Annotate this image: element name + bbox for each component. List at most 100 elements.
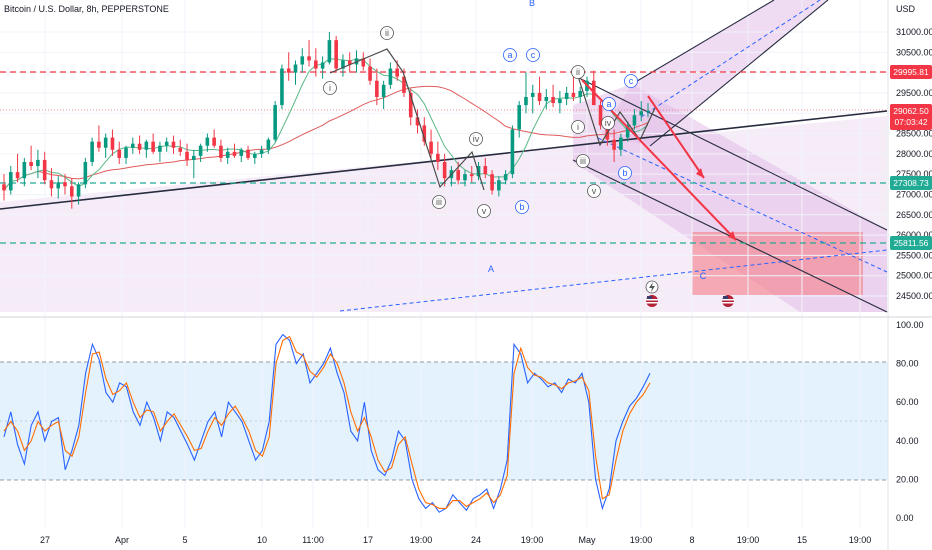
candle — [90, 137, 94, 167]
wave-label-v-1: v — [477, 204, 491, 218]
candle — [415, 109, 420, 134]
candle — [429, 129, 433, 158]
candle — [327, 32, 332, 65]
time-tick-label: 27 — [40, 535, 50, 545]
candle — [171, 135, 176, 154]
price-tick-label: 25500.00 — [896, 250, 932, 260]
svg-text:i: i — [329, 83, 331, 93]
time-tick-label: 19:00 — [849, 535, 872, 545]
time-axis[interactable]: 27 Apr 5 10 11:00 17 19:00 24 19:00 May 19:00 8 19:0… — [40, 535, 871, 545]
us-flag-icon-2 — [722, 295, 734, 307]
candle — [517, 101, 521, 138]
oscillator-band — [0, 362, 888, 480]
candle — [422, 117, 427, 146]
target-zone — [692, 232, 863, 295]
candle — [537, 76, 542, 106]
time-tick-label: 19:00 — [737, 535, 760, 545]
candle — [76, 182, 81, 205]
candle — [286, 52, 291, 81]
candle — [314, 48, 318, 77]
price-tick-label: 29500.00 — [896, 88, 932, 98]
event-icons[interactable] — [645, 280, 734, 307]
candle — [375, 68, 379, 106]
price-tick-label: 30500.00 — [896, 47, 932, 57]
time-tick-label: 5 — [182, 535, 187, 545]
candle — [497, 176, 501, 197]
candle — [103, 133, 108, 158]
svg-text:b: b — [519, 202, 524, 212]
price-tick-label: 28000.00 — [896, 149, 932, 159]
candle — [164, 137, 169, 152]
stochastic-d-line — [3, 335, 651, 509]
candle — [253, 151, 257, 164]
candle — [551, 84, 555, 108]
projection-arrow-1 — [647, 95, 705, 179]
symbol-title: Bitcoin / U.S. Dollar, 8h, PEPPERSTONE — [4, 4, 169, 14]
candle — [69, 178, 74, 209]
candle — [564, 86, 569, 106]
candle — [212, 129, 216, 148]
oscillator-tick-label: 60.00 — [896, 397, 919, 407]
candle — [219, 139, 223, 162]
svg-text:a: a — [606, 99, 611, 109]
oscillator-tick-label: 80.00 — [896, 359, 919, 369]
time-tick-label: 24 — [471, 535, 481, 545]
oscillator-tick-label: 40.00 — [896, 436, 919, 446]
time-tick-label: 11:00 — [302, 535, 324, 545]
candle — [646, 103, 650, 118]
candle — [341, 54, 345, 77]
time-tick-label: 15 — [797, 535, 807, 545]
wave-2-zigzag — [576, 72, 656, 147]
wave-label-iv-2: iv — [601, 116, 615, 130]
svg-text:29062.50: 29062.50 — [893, 106, 929, 116]
svg-text:ii: ii — [385, 28, 389, 38]
price-tick-label: 26000.00 — [896, 230, 932, 240]
candle — [571, 76, 576, 102]
moving-averages — [3, 58, 649, 191]
stochastic-k-line — [3, 333, 651, 513]
candle — [117, 141, 122, 164]
candle — [232, 143, 237, 158]
candle — [131, 137, 135, 154]
wave-label-b-1: b — [515, 200, 529, 214]
candle — [36, 149, 40, 179]
candle — [503, 170, 508, 185]
svg-text:v: v — [482, 206, 487, 216]
oscillator-axis[interactable]: 100.00 80.00 60.00 40.00 20.00 0.00 — [896, 320, 924, 523]
svg-text:27308.73: 27308.73 — [893, 178, 929, 188]
svg-text:07:03:42: 07:03:42 — [894, 117, 927, 127]
wave-label-big-A: A — [488, 264, 494, 274]
fast-moving-average — [3, 58, 649, 191]
candle — [29, 145, 33, 171]
candle — [347, 52, 352, 73]
ascending-channel-top — [631, 0, 775, 85]
candle — [619, 133, 623, 156]
wave-label-iii-2: iii — [576, 154, 590, 168]
time-tick-label: 8 — [689, 535, 694, 545]
candle — [225, 147, 230, 164]
price-tick-label: 25000.00 — [896, 271, 932, 281]
candles — [2, 32, 650, 209]
svg-text:i: i — [577, 122, 579, 132]
candle — [490, 170, 494, 195]
svg-text:c: c — [531, 50, 536, 60]
wave-label-iii-1: iii — [432, 195, 446, 209]
currency-label: USD — [896, 4, 916, 14]
candle — [124, 145, 128, 164]
wave-label-i-1: i — [323, 81, 337, 95]
candle — [239, 147, 244, 162]
candle — [632, 109, 637, 130]
wave-label-ii-1: ii — [380, 26, 394, 40]
candle — [442, 153, 447, 187]
oscillator-tick-label: 0.00 — [896, 513, 914, 523]
candle — [158, 141, 162, 162]
candle — [2, 174, 6, 201]
support-price-tag-1: 27308.73 — [890, 176, 932, 190]
time-tick-label: Apr — [115, 535, 129, 545]
candle — [530, 84, 535, 114]
slow-moving-average — [3, 85, 649, 191]
svg-text:c: c — [629, 76, 634, 86]
candle — [246, 145, 250, 160]
svg-text:a: a — [507, 50, 512, 60]
